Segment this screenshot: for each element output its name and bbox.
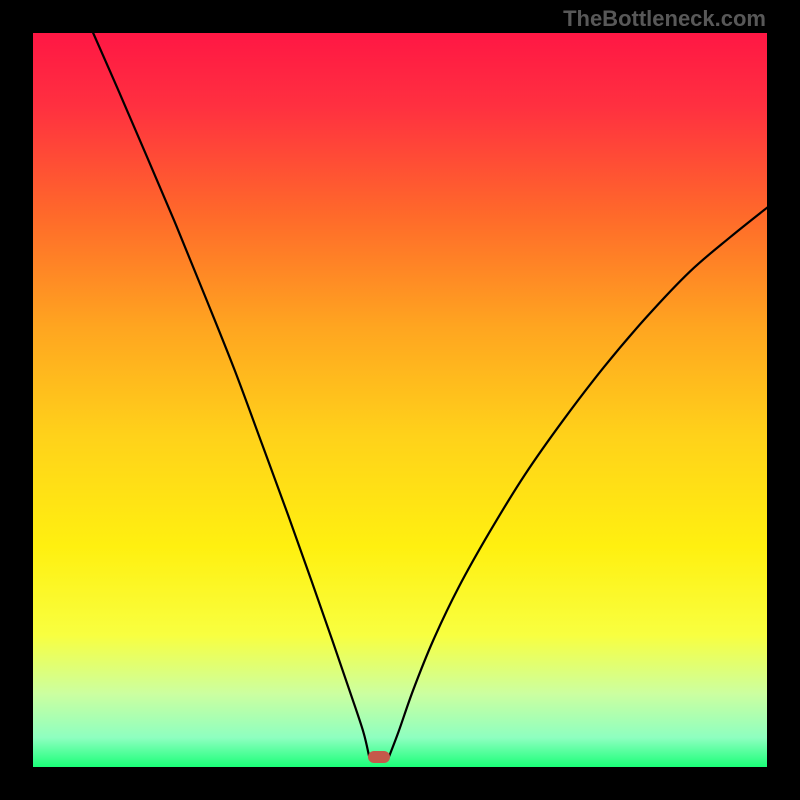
optimum-marker [368,751,390,763]
watermark-text: TheBottleneck.com [563,6,766,32]
curve-layer [33,33,767,767]
chart-container: TheBottleneck.com [0,0,800,800]
plot-area [33,33,767,767]
bottleneck-curve [93,33,767,757]
